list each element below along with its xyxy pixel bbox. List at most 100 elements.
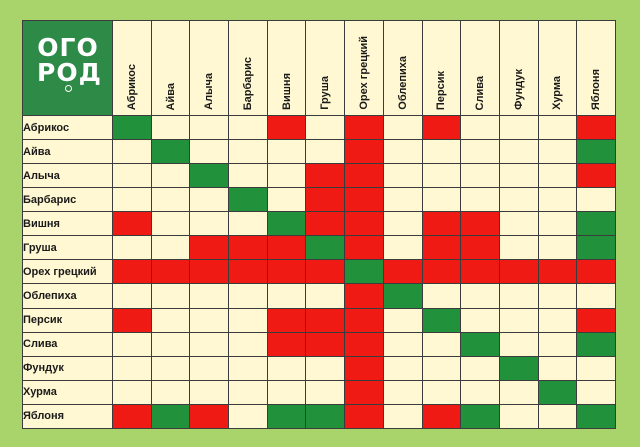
column-header-label: Фундук xyxy=(512,69,525,110)
neutral-cell xyxy=(305,139,346,165)
neutral-cell xyxy=(382,379,423,405)
neutral-cell xyxy=(189,211,230,237)
table-row: Груша xyxy=(22,235,616,261)
neutral-cell xyxy=(576,187,616,213)
neutral-cell xyxy=(382,307,423,333)
neutral-cell xyxy=(150,211,191,237)
neutral-cell xyxy=(228,403,268,430)
ogorod-logo: ОГО РОД xyxy=(37,35,102,99)
neutral-cell xyxy=(150,163,191,189)
neutral-cell xyxy=(189,283,230,309)
neutral-cell xyxy=(112,379,152,405)
incompatible-cell xyxy=(266,114,307,141)
column-header: Абрикос xyxy=(112,20,152,116)
compatible-cell xyxy=(189,163,230,189)
neutral-cell xyxy=(228,355,268,381)
neutral-cell xyxy=(498,403,539,430)
incompatible-cell xyxy=(305,259,346,285)
compatible-cell xyxy=(576,403,616,430)
row-header-label: Груша xyxy=(22,235,113,261)
incompatible-cell xyxy=(344,355,384,381)
neutral-cell xyxy=(189,307,230,333)
neutral-cell xyxy=(150,283,191,309)
neutral-cell xyxy=(460,139,500,165)
neutral-cell xyxy=(266,355,307,381)
incompatible-cell xyxy=(421,403,462,430)
neutral-cell xyxy=(189,331,230,357)
neutral-cell xyxy=(498,283,539,309)
table-row: Барбарис xyxy=(22,187,616,213)
column-header: Груша xyxy=(305,20,346,116)
row-header-label: Абрикос xyxy=(22,114,113,141)
incompatible-cell xyxy=(112,403,152,430)
compatible-cell xyxy=(150,139,191,165)
logo-line-2: РОД xyxy=(37,58,102,87)
column-header-label: Барбарис xyxy=(241,56,254,110)
table-row: Облепиха xyxy=(22,283,616,309)
neutral-cell xyxy=(150,235,191,261)
incompatible-cell xyxy=(576,307,616,333)
neutral-cell xyxy=(537,139,578,165)
table-row: Айва xyxy=(22,139,616,165)
neutral-cell xyxy=(498,307,539,333)
neutral-cell xyxy=(150,187,191,213)
neutral-cell xyxy=(537,211,578,237)
incompatible-cell xyxy=(460,211,500,237)
column-header: Слива xyxy=(460,20,500,116)
incompatible-cell xyxy=(344,379,384,405)
neutral-cell xyxy=(382,403,423,430)
neutral-cell xyxy=(150,379,191,405)
incompatible-cell xyxy=(576,259,616,285)
incompatible-cell xyxy=(421,114,462,141)
row-header-label: Облепиха xyxy=(22,283,113,309)
neutral-cell xyxy=(421,379,462,405)
column-header: Облепиха xyxy=(382,20,423,116)
neutral-cell xyxy=(382,114,423,141)
neutral-cell xyxy=(189,187,230,213)
column-header-row: ОГО РОД Абрикос Айва Алыча Барбарис Вишня Гру… xyxy=(22,20,616,116)
neutral-cell xyxy=(498,114,539,141)
row-header-label: Хурма xyxy=(22,379,113,405)
row-header-label: Вишня xyxy=(22,211,113,237)
incompatible-cell xyxy=(228,259,268,285)
compatible-cell xyxy=(498,355,539,381)
column-header-label: Абрикос xyxy=(125,63,138,110)
neutral-cell xyxy=(266,139,307,165)
column-header-label: Хурма xyxy=(551,76,564,110)
neutral-cell xyxy=(537,331,578,357)
neutral-cell xyxy=(305,283,346,309)
table-row: Вишня xyxy=(22,211,616,237)
incompatible-cell xyxy=(498,259,539,285)
neutral-cell xyxy=(382,211,423,237)
incompatible-cell xyxy=(421,211,462,237)
neutral-cell xyxy=(150,114,191,141)
column-header: Хурма xyxy=(537,20,578,116)
neutral-cell xyxy=(498,187,539,213)
neutral-cell xyxy=(460,355,500,381)
row-header-label: Барбарис xyxy=(22,187,113,213)
incompatible-cell xyxy=(112,211,152,237)
incompatible-cell xyxy=(344,331,384,357)
incompatible-cell xyxy=(305,187,346,213)
incompatible-cell xyxy=(305,307,346,333)
table-row: Абрикос xyxy=(22,114,616,141)
table-row: Орех грецкий xyxy=(22,259,616,285)
table-row: Слива xyxy=(22,331,616,357)
neutral-cell xyxy=(266,283,307,309)
neutral-cell xyxy=(537,355,578,381)
neutral-cell xyxy=(228,283,268,309)
table-row: Яблоня xyxy=(22,403,616,430)
neutral-cell xyxy=(266,163,307,189)
neutral-cell xyxy=(460,379,500,405)
compatible-cell xyxy=(150,403,191,430)
compatible-cell xyxy=(576,235,616,261)
neutral-cell xyxy=(576,379,616,405)
column-header: Алыча xyxy=(189,20,230,116)
compatible-cell xyxy=(576,331,616,357)
incompatible-cell xyxy=(344,211,384,237)
neutral-cell xyxy=(537,163,578,189)
incompatible-cell xyxy=(344,307,384,333)
column-header-label: Айва xyxy=(164,82,177,110)
neutral-cell xyxy=(266,379,307,405)
incompatible-cell xyxy=(305,331,346,357)
